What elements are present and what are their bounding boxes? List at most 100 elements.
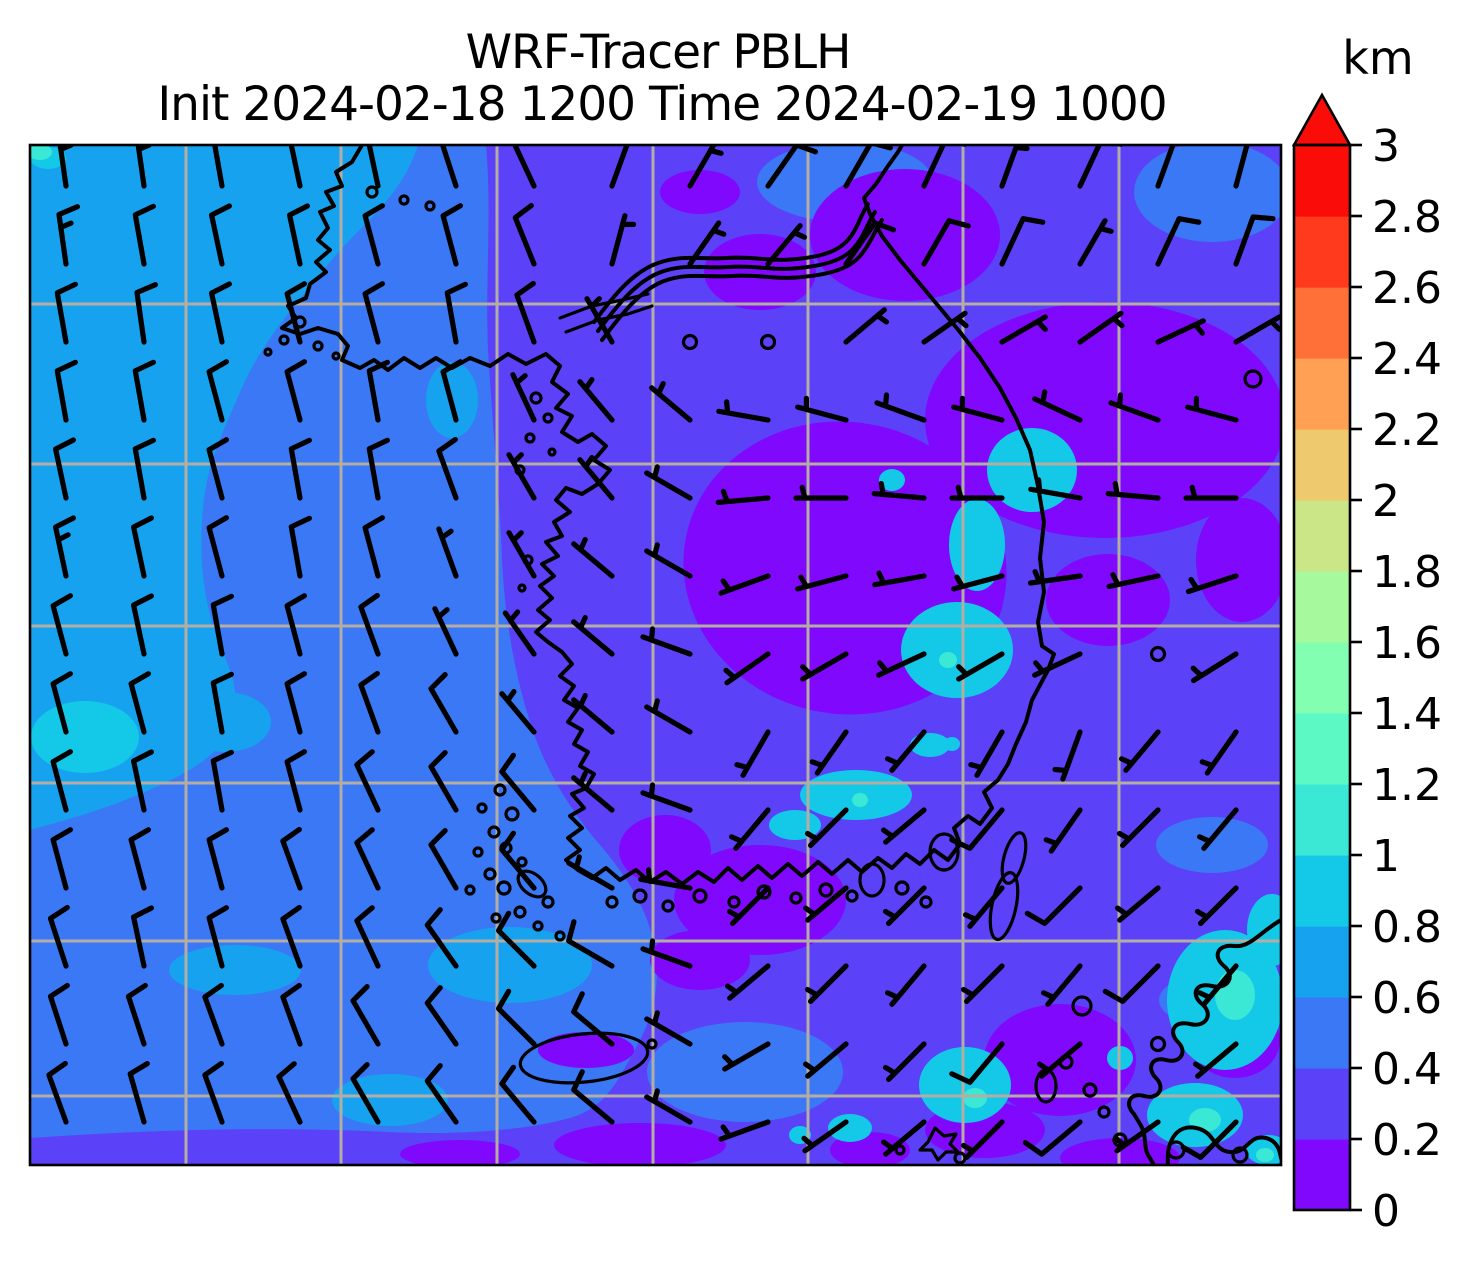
wind-barb <box>499 830 537 891</box>
wind-barb <box>874 392 927 423</box>
jeju-island <box>518 1031 650 1085</box>
ulleungdo-island <box>1243 369 1263 389</box>
colorbar-cell <box>1294 358 1350 430</box>
wind-barb <box>687 220 727 267</box>
wind-barb <box>609 213 637 267</box>
colorbar-tick-label: 0.4 <box>1372 1044 1442 1095</box>
wind-barb <box>354 749 381 813</box>
colorbar-cell <box>1294 926 1350 998</box>
map-frame <box>28 143 1283 1167</box>
wind-barb <box>809 729 849 776</box>
wind-barb <box>803 885 849 923</box>
wind-barb <box>209 281 232 345</box>
wind-barb <box>1183 484 1239 501</box>
wind-barb <box>354 905 381 969</box>
wind-barb <box>131 593 154 657</box>
wind-barb <box>284 749 307 813</box>
wind-barb <box>921 218 971 267</box>
wind-barb <box>56 204 80 267</box>
wind-barb <box>428 672 459 735</box>
wind-barb <box>800 651 849 682</box>
wind-barb <box>50 671 73 735</box>
wind-barb <box>885 963 927 1007</box>
wind-barb <box>366 359 390 423</box>
colorbar-cell <box>1294 145 1350 217</box>
wind-barb <box>362 203 385 267</box>
wind-barb <box>640 626 693 657</box>
wind-barb <box>644 698 693 735</box>
wind-barb <box>1113 1119 1161 1154</box>
wind-barb <box>128 671 151 735</box>
wind-barb <box>571 693 615 735</box>
kyushu-south-landmass <box>1165 1125 1281 1165</box>
wind-barb <box>1022 1119 1083 1157</box>
wind-barb <box>1052 729 1083 782</box>
wind-barb <box>729 807 771 851</box>
wind-barb <box>577 377 615 423</box>
wind-barb <box>584 296 615 345</box>
calm-wind-ring <box>1149 1035 1167 1053</box>
wind-barb <box>1077 145 1124 189</box>
map-panel <box>30 145 1281 1165</box>
colorbar-tick-label: 2.2 <box>1372 405 1442 456</box>
wind-barb <box>206 905 229 969</box>
colorbar-cell <box>1294 1068 1350 1140</box>
wind-barb <box>1155 145 1176 189</box>
wind-barb <box>432 606 459 657</box>
wind-barb <box>571 615 615 657</box>
wind-barb <box>514 280 537 345</box>
wind-barb <box>127 1061 150 1125</box>
wind-barb <box>687 145 724 189</box>
wind-barb <box>512 145 537 189</box>
wind-barb <box>1119 729 1161 773</box>
colorbar-outline <box>1292 143 1352 1212</box>
colorbar-extend-max-arrow <box>1291 92 1353 147</box>
colorbar-cell <box>1294 287 1350 359</box>
wind-barb <box>999 216 1046 267</box>
wind-barb <box>47 904 70 969</box>
wind-barb <box>506 530 537 579</box>
wind-barb <box>644 1010 693 1047</box>
wind-barb <box>288 515 312 579</box>
colorbar-cell <box>1294 855 1350 927</box>
wind-barb <box>288 437 312 501</box>
wind-barb <box>804 963 849 1004</box>
wind-barb <box>496 910 537 969</box>
wind-barb <box>1193 1041 1239 1079</box>
calm-wind-ring <box>759 333 777 351</box>
wind-barb <box>1233 314 1281 345</box>
wind-barb <box>202 982 225 1047</box>
wind-barb <box>881 1119 927 1157</box>
wind-barb <box>53 515 76 579</box>
wind-barb <box>876 651 927 678</box>
wind-barb <box>50 593 73 657</box>
wind-barb <box>132 359 156 423</box>
wind-barb <box>132 203 156 267</box>
wind-barb <box>362 281 385 345</box>
wind-barb <box>999 314 1048 345</box>
wind-barb <box>951 573 1005 592</box>
wind-barb <box>512 203 537 267</box>
colorbar-tick-label: 1.4 <box>1372 689 1442 740</box>
wind-barb <box>206 359 229 423</box>
wind-barb <box>566 919 615 969</box>
iki-island <box>1071 995 1093 1017</box>
wind-barb <box>571 991 615 1047</box>
wind-barb <box>502 609 537 657</box>
wind-barb <box>428 750 459 813</box>
goto-star-island <box>918 1126 960 1162</box>
wind-barb <box>1108 392 1161 423</box>
wind-barb <box>280 982 303 1047</box>
wind-barb <box>609 145 630 189</box>
wind-barb <box>209 203 232 267</box>
plot-subtitle-init-valid-time: Init 2024-02-18 1200 Time 2024-02-19 100… <box>157 77 1166 132</box>
wind-barb <box>1233 214 1276 267</box>
wind-barb <box>1199 729 1239 776</box>
wind-barb <box>1185 395 1239 423</box>
colorbar-tick-label: 0.6 <box>1372 973 1442 1024</box>
wind-barb <box>436 436 459 501</box>
wind-barb <box>960 963 1005 1004</box>
wind-barb <box>1197 807 1239 851</box>
wind-barb <box>280 904 303 969</box>
